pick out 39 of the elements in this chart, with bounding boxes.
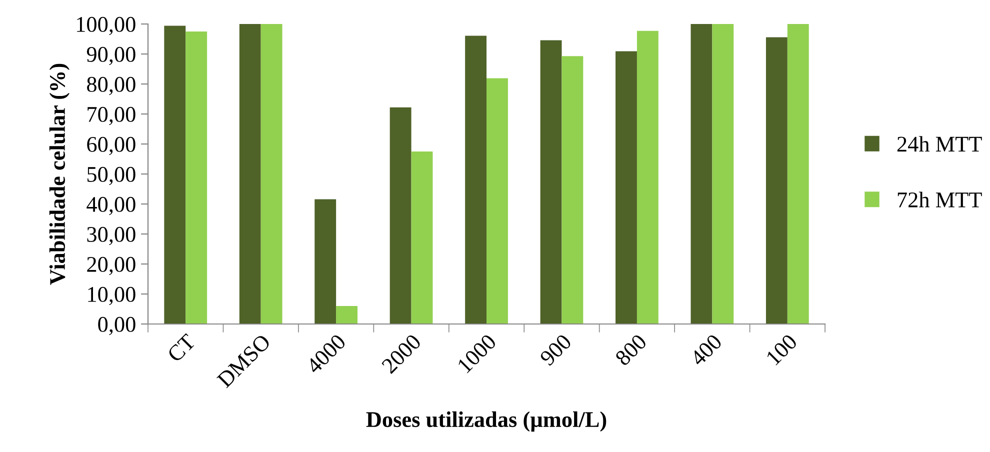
x-tick-label: 100	[766, 333, 798, 366]
bar	[260, 24, 282, 324]
y-tick-label: 100,00	[77, 16, 136, 36]
y-tick-label: 30,00	[87, 226, 136, 246]
y-tick-label: 70,00	[88, 106, 136, 126]
bar	[540, 40, 562, 324]
bar	[186, 32, 208, 324]
bar	[336, 306, 358, 324]
bar	[562, 56, 584, 324]
bar	[616, 51, 637, 324]
y-tick-label: 60,00	[87, 136, 136, 156]
legend-label: 24h MTT	[897, 136, 982, 152]
bar	[486, 78, 508, 324]
y-tick-label: 20,00	[87, 256, 136, 276]
x-tick-label: 4000	[305, 333, 347, 375]
bar	[712, 24, 734, 324]
bar	[690, 24, 712, 324]
x-tick-label: 800	[614, 333, 648, 366]
legend-label: 72h MTT	[898, 192, 982, 208]
bar	[390, 107, 412, 324]
bar	[411, 152, 433, 324]
x-axis-title: Doses utilizadas (µmol/L)	[366, 411, 606, 432]
y-tick-label: 0,00	[98, 316, 136, 336]
bar	[787, 24, 809, 324]
x-tick-label: 900	[539, 333, 572, 366]
bar	[314, 199, 336, 324]
y-tick-label: 50,00	[87, 166, 136, 186]
y-axis-title: Viabilidade celular (%)	[49, 64, 70, 285]
bar	[766, 37, 788, 324]
y-tick-label: 80,00	[87, 76, 136, 96]
y-tick-label: 40,00	[86, 196, 136, 216]
x-tick-label: CT	[166, 333, 196, 363]
y-tick-label: 10,00	[88, 286, 136, 306]
bar	[636, 30, 658, 324]
bar	[239, 24, 261, 324]
y-tick-label: 90,00	[86, 46, 136, 66]
bar	[164, 26, 186, 324]
x-tick-label: 400	[689, 333, 723, 367]
bar	[465, 36, 487, 324]
